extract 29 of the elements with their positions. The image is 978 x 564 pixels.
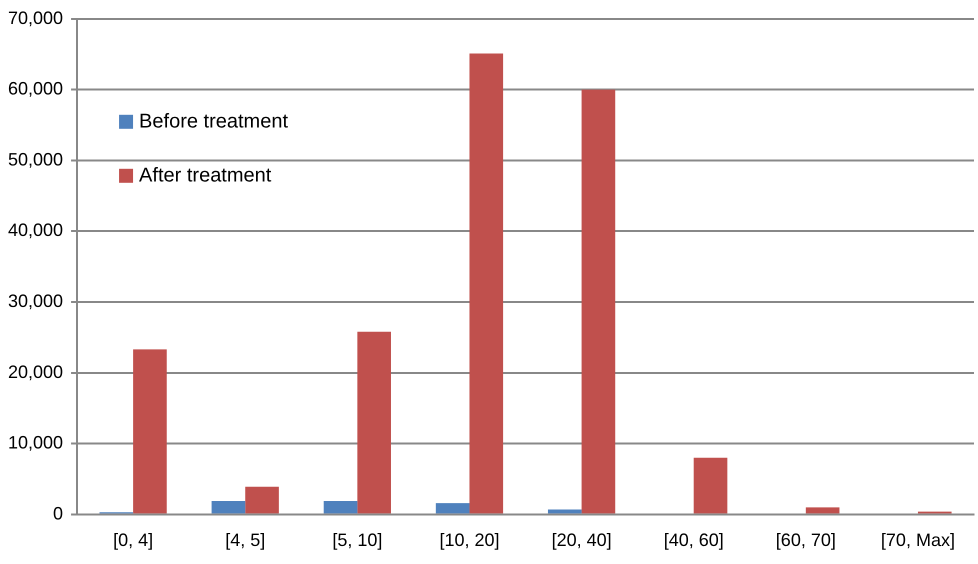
legend-label: Before treatment bbox=[139, 110, 288, 132]
bar bbox=[436, 503, 470, 514]
bar bbox=[357, 332, 391, 514]
y-tick-label: 50,000 bbox=[8, 149, 64, 170]
y-tick-label: 0 bbox=[53, 503, 64, 524]
x-tick-label: [60, 70] bbox=[776, 530, 836, 550]
x-tick-label: [0, 4] bbox=[113, 530, 154, 550]
bar bbox=[212, 500, 246, 514]
legend-label: After treatment bbox=[139, 164, 272, 186]
bar bbox=[548, 509, 582, 514]
x-tick-label: [70, Max] bbox=[880, 530, 955, 550]
bar bbox=[694, 458, 728, 514]
x-tick-label: [40, 60] bbox=[664, 530, 724, 550]
y-tick-label: 70,000 bbox=[8, 8, 64, 28]
y-tick-label: 20,000 bbox=[8, 362, 64, 382]
x-tick-label: [4, 5] bbox=[225, 530, 266, 550]
y-tick-label: 30,000 bbox=[8, 290, 64, 311]
y-tick-label: 60,000 bbox=[8, 78, 64, 99]
x-tick-label: [10, 20] bbox=[439, 530, 500, 550]
y-tick-label: 10,000 bbox=[8, 432, 64, 453]
x-tick-label: [20, 40] bbox=[552, 530, 612, 550]
bar bbox=[133, 349, 167, 514]
y-tick-label: 40,000 bbox=[8, 220, 64, 240]
bar bbox=[806, 507, 840, 514]
bar bbox=[245, 486, 279, 514]
x-tick-label: [5, 10] bbox=[332, 530, 382, 550]
bar bbox=[324, 500, 358, 514]
bar bbox=[582, 90, 616, 514]
bar bbox=[469, 53, 504, 514]
